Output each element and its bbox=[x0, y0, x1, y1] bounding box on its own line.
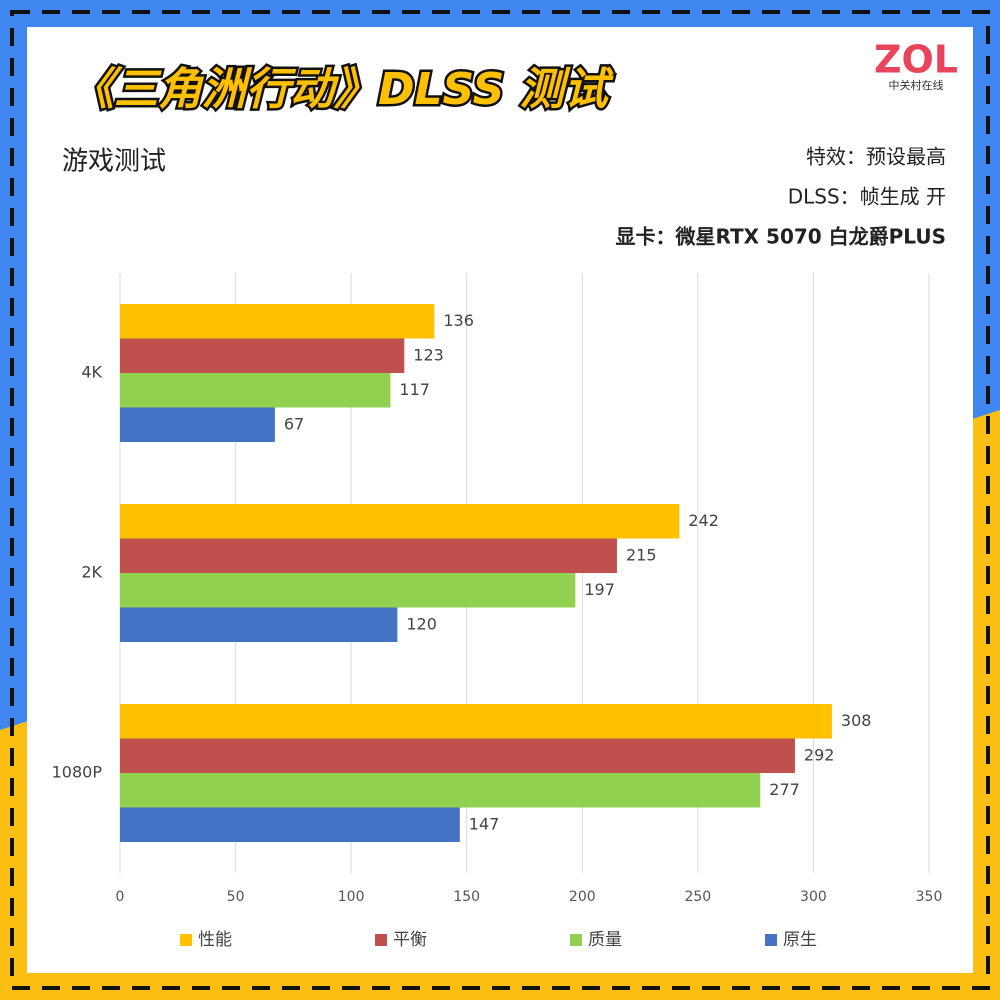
x-tick-label: 50 bbox=[227, 889, 245, 905]
legend-swatch bbox=[375, 934, 387, 946]
x-tick-label: 200 bbox=[569, 889, 596, 905]
data-label: 292 bbox=[804, 745, 835, 764]
bar bbox=[120, 738, 795, 773]
data-label: 147 bbox=[469, 814, 500, 833]
note: 特效：预设最高 bbox=[806, 145, 946, 169]
legend-label: 平衡 bbox=[393, 930, 427, 950]
legend-label: 性能 bbox=[198, 930, 232, 950]
legend-label: 原生 bbox=[783, 930, 817, 950]
x-tick-label: 100 bbox=[338, 889, 365, 905]
chart-title: 《三角洲行动》DLSS 测试 bbox=[70, 64, 615, 115]
bar bbox=[120, 304, 435, 339]
chart-subtitle: 游戏测试 bbox=[62, 147, 166, 177]
logo-brand: ZOL bbox=[874, 38, 958, 82]
legend-swatch bbox=[180, 934, 192, 946]
bar bbox=[120, 407, 275, 442]
data-label: 197 bbox=[584, 580, 615, 599]
data-label: 308 bbox=[841, 711, 872, 730]
data-label: 117 bbox=[399, 380, 430, 399]
x-tick-label: 300 bbox=[800, 889, 827, 905]
y-tick-label: 1080P bbox=[52, 763, 103, 782]
data-label: 123 bbox=[413, 345, 444, 364]
bar bbox=[120, 607, 398, 642]
bar bbox=[120, 373, 391, 408]
legend-swatch bbox=[765, 934, 777, 946]
logo-name: 中关村在线 bbox=[889, 78, 944, 92]
dashed-border bbox=[10, 10, 990, 990]
x-tick-label: 350 bbox=[916, 889, 943, 905]
note: 显卡：微星RTX 5070 白龙爵PLUS bbox=[616, 225, 947, 249]
data-label: 136 bbox=[443, 311, 474, 330]
x-tick-label: 250 bbox=[684, 889, 711, 905]
bar bbox=[120, 338, 405, 373]
x-tick-label: 0 bbox=[116, 889, 125, 905]
y-tick-label: 4K bbox=[81, 363, 102, 382]
legend-label: 质量 bbox=[588, 930, 622, 950]
data-label: 120 bbox=[406, 614, 437, 633]
x-tick-label: 150 bbox=[453, 889, 480, 905]
data-label: 215 bbox=[626, 545, 657, 564]
bar bbox=[120, 807, 460, 842]
bar bbox=[120, 773, 761, 808]
bar bbox=[120, 573, 576, 608]
data-label: 242 bbox=[688, 511, 719, 530]
bar bbox=[120, 504, 680, 539]
note: DLSS：帧生成 开 bbox=[788, 185, 946, 209]
y-tick-label: 2K bbox=[81, 563, 102, 582]
bar bbox=[120, 538, 617, 573]
data-label: 67 bbox=[284, 414, 304, 433]
data-label: 277 bbox=[769, 780, 800, 799]
legend-swatch bbox=[570, 934, 582, 946]
bar bbox=[120, 704, 832, 739]
